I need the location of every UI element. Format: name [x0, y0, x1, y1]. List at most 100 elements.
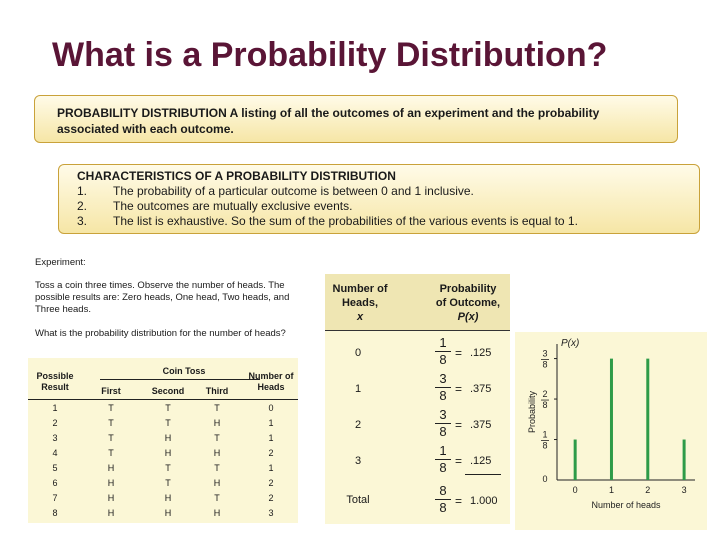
- heads-count: 2: [268, 478, 274, 488]
- col-header-second: Second: [151, 386, 185, 396]
- probability-table: Number of Heads, x Probability of Outcom…: [325, 274, 510, 524]
- characteristic-text: The probability of a particular outcome …: [113, 184, 474, 198]
- probability-value: .125: [470, 347, 492, 359]
- probability-value: .375: [470, 419, 492, 431]
- page-title: What is a Probability Distribution?: [52, 36, 608, 74]
- col-header-probability: Probability of Outcome, P(x): [428, 282, 508, 324]
- group-header-rule: [100, 379, 260, 380]
- header-line: of Outcome,: [435, 297, 501, 309]
- experiment-description: Toss a coin three times. Observe the num…: [35, 280, 290, 315]
- definition-line-1: PROBABILITY DISTRIBUTION A listing of al…: [57, 106, 600, 120]
- characteristic-item: 3. The list is exhaustive. So the sum of …: [77, 214, 578, 228]
- probability-value: .375: [470, 383, 492, 395]
- third-toss: H: [213, 508, 221, 518]
- col-header-possible-result: Possible Result: [36, 371, 74, 392]
- fraction-numerator: 1: [439, 443, 447, 458]
- characteristic-number: 3.: [77, 214, 88, 228]
- second-toss: H: [164, 493, 172, 503]
- second-toss: T: [165, 463, 171, 473]
- second-toss: H: [164, 448, 172, 458]
- result-number: 2: [52, 418, 58, 428]
- col-header-first: First: [101, 386, 121, 396]
- first-toss: H: [107, 493, 115, 503]
- first-toss: T: [108, 448, 114, 458]
- heads-value: 0: [354, 347, 362, 359]
- y-tick-denominator: 8: [542, 441, 547, 451]
- total-rule: [465, 474, 501, 475]
- fraction-numerator: 1: [439, 335, 447, 350]
- fraction-bar: [435, 351, 451, 352]
- third-toss: H: [213, 418, 221, 428]
- col-header-number-of-heads: Number of Heads: [248, 371, 294, 392]
- x-tick-label: 3: [682, 485, 687, 495]
- y-axis-title: P(x): [561, 338, 579, 349]
- second-toss: T: [165, 478, 171, 488]
- total-label: Total: [346, 494, 370, 506]
- heads-value: 2: [354, 419, 362, 431]
- characteristic-number: 1.: [77, 184, 88, 198]
- fraction-denominator: 8: [439, 460, 447, 475]
- second-toss: H: [164, 433, 172, 443]
- first-toss: T: [108, 433, 114, 443]
- fraction-denominator: 8: [439, 352, 447, 367]
- y-tick-denominator: 8: [542, 360, 547, 370]
- characteristics-heading: CHARACTERISTICS OF A PROBABILITY DISTRIB…: [77, 169, 396, 183]
- heads-count: 1: [268, 418, 274, 428]
- first-toss: H: [107, 463, 115, 473]
- fraction-bar: [435, 459, 451, 460]
- y-tick-numerator: 3: [542, 349, 547, 359]
- characteristics-box: CHARACTERISTICS OF A PROBABILITY DISTRIB…: [58, 164, 700, 234]
- probability-value: .125: [470, 455, 492, 467]
- first-toss: T: [108, 403, 114, 413]
- fraction-bar: [435, 387, 451, 388]
- heads-count: 0: [268, 403, 274, 413]
- fraction-denominator: 8: [439, 424, 447, 439]
- heads-value: 3: [354, 455, 362, 467]
- heads-value: 1: [354, 383, 362, 395]
- probability-total-value: 1.000: [470, 495, 498, 507]
- definition-text: PROBABILITY DISTRIBUTION A listing of al…: [57, 105, 657, 137]
- experiment-question: What is the probability distribution for…: [35, 328, 286, 339]
- y-axis-label: Probability: [527, 390, 537, 433]
- result-number: 8: [52, 508, 58, 518]
- y-tick-numerator: 1: [542, 430, 547, 440]
- fraction-numerator: 3: [439, 407, 447, 422]
- x-axis-label: Number of heads: [591, 500, 661, 510]
- characteristic-number: 2.: [77, 199, 88, 213]
- fraction-bar: [435, 499, 451, 500]
- header-line: P(x): [457, 311, 479, 323]
- third-toss: H: [213, 478, 221, 488]
- equals-sign: =: [455, 454, 463, 468]
- definition-box: PROBABILITY DISTRIBUTION A listing of al…: [34, 95, 678, 143]
- heads-count: 1: [268, 433, 274, 443]
- header-line: Number of: [332, 283, 388, 295]
- first-toss: T: [108, 418, 114, 428]
- equals-sign: =: [455, 494, 463, 508]
- fraction-numerator: 3: [439, 371, 447, 386]
- third-toss: H: [213, 448, 221, 458]
- experiment-label: Experiment:: [35, 257, 86, 268]
- heads-count: 3: [268, 508, 274, 518]
- first-toss: H: [107, 508, 115, 518]
- third-toss: T: [214, 433, 220, 443]
- characteristic-text: The outcomes are mutually exclusive even…: [113, 199, 353, 213]
- col-header-heads: Number of Heads, x: [328, 282, 392, 324]
- second-toss: T: [165, 418, 171, 428]
- result-number: 7: [52, 493, 58, 503]
- equals-sign: =: [455, 382, 463, 396]
- result-number: 6: [52, 478, 58, 488]
- header-line: x: [356, 311, 364, 323]
- second-toss: T: [165, 403, 171, 413]
- result-number: 4: [52, 448, 58, 458]
- y-tick-label: 0: [542, 474, 547, 484]
- result-number: 1: [52, 403, 58, 413]
- y-tick-numerator: 2: [542, 389, 547, 399]
- x-tick-label: 2: [645, 485, 650, 495]
- third-toss: T: [214, 403, 220, 413]
- fraction-bar: [435, 423, 451, 424]
- header-line: Probability: [439, 283, 497, 295]
